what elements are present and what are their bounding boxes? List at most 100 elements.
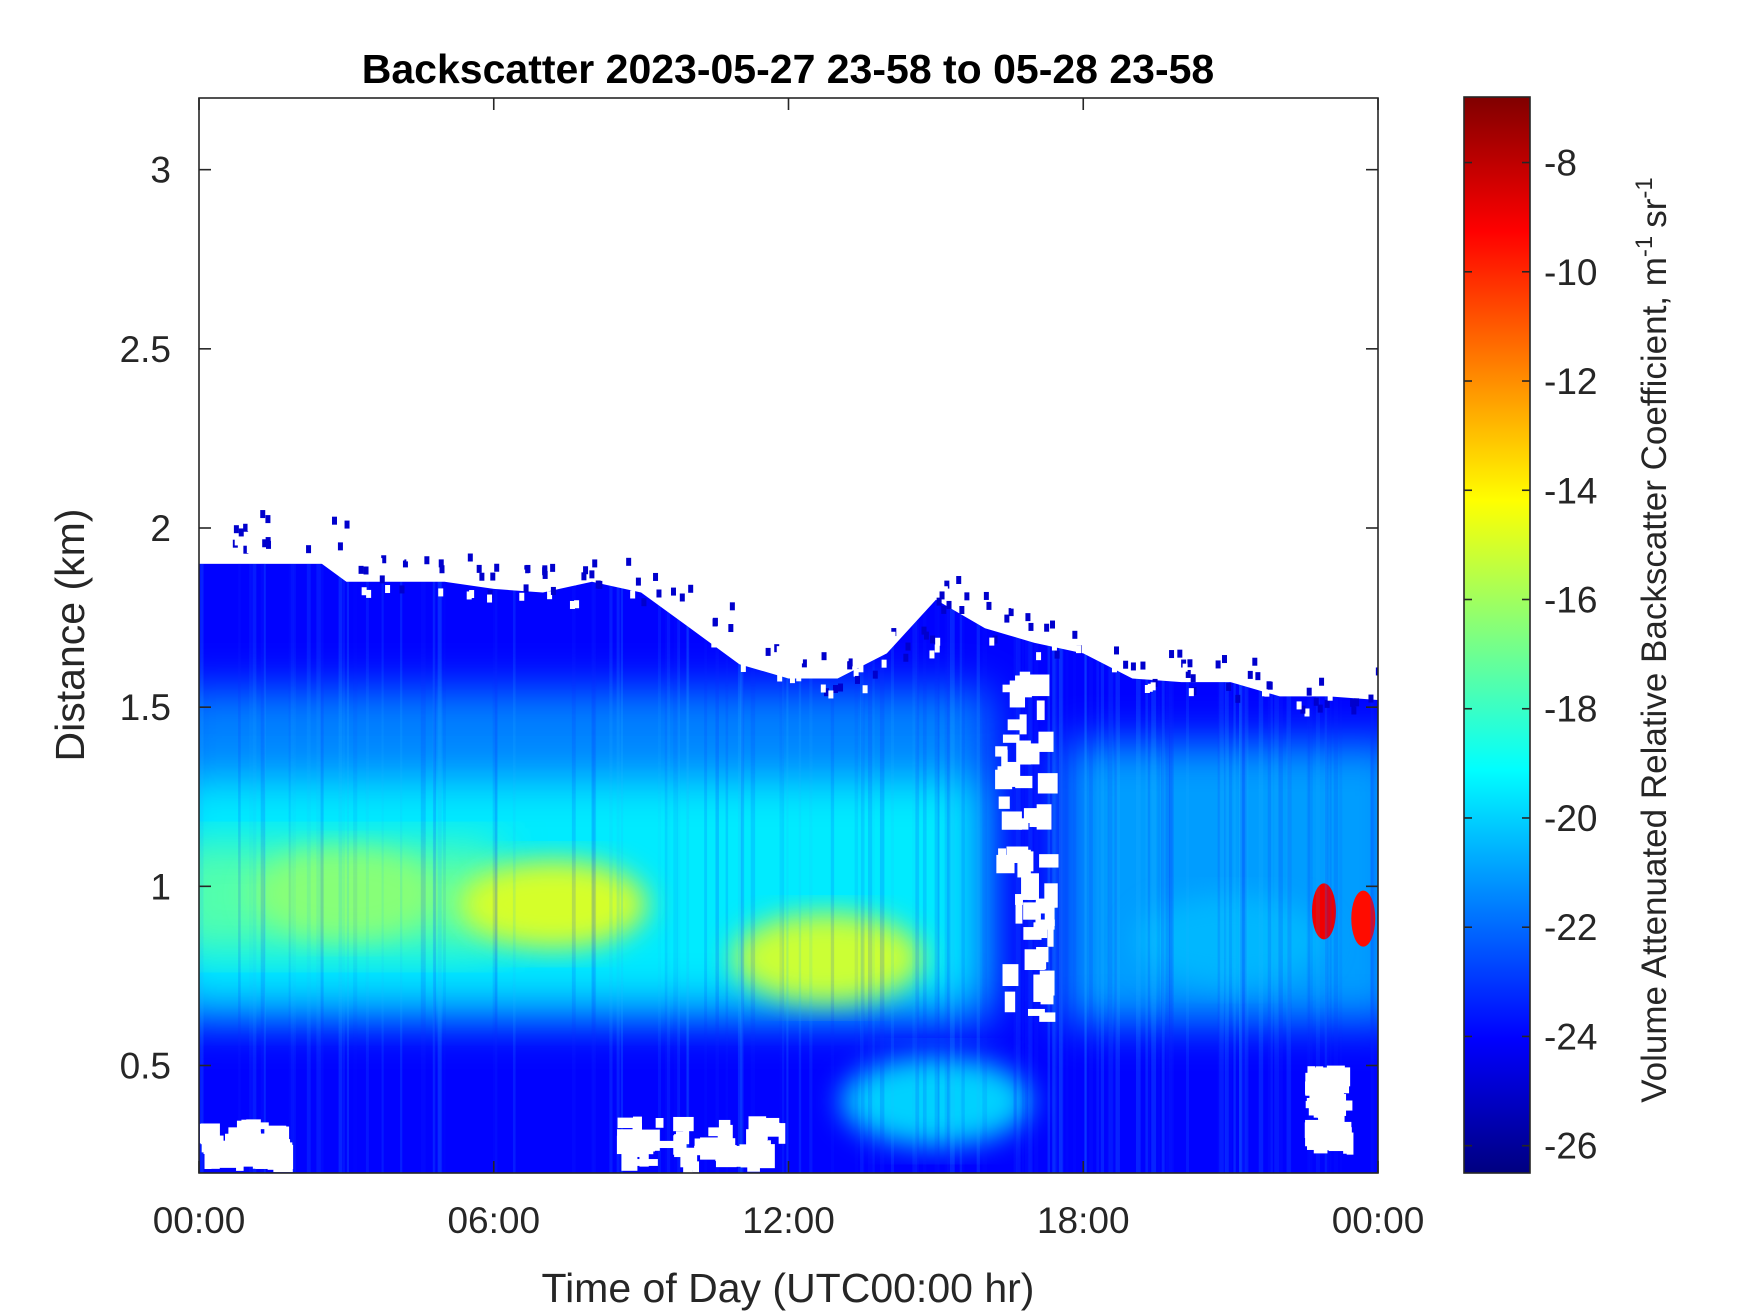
streak (1013, 563, 1017, 1173)
streak (798, 563, 802, 1173)
streak (1058, 563, 1063, 1173)
edge-speck (513, 571, 519, 580)
streak (437, 563, 442, 1173)
streak (859, 563, 864, 1173)
edge-speck (629, 575, 635, 584)
clear-gap-0 (1036, 700, 1045, 721)
streak (1224, 563, 1229, 1173)
edge-speck (1354, 698, 1360, 707)
streak (290, 563, 294, 1173)
streak (616, 563, 620, 1173)
streak (492, 563, 498, 1173)
edge-speck (1350, 698, 1356, 707)
edge-speck (487, 589, 493, 598)
edge-speck (243, 523, 249, 532)
streak (1240, 563, 1245, 1173)
colorbar-tick-label: -18 (1544, 689, 1597, 730)
clear-gap-0 (1015, 675, 1027, 689)
edge-speck (1025, 613, 1031, 622)
edge-speck (956, 576, 962, 585)
streak (741, 563, 745, 1173)
colorbar-tick-label: -26 (1544, 1126, 1597, 1167)
edge-speck (753, 651, 759, 660)
streak (512, 563, 516, 1173)
clear-gap-2 (199, 1123, 215, 1143)
edge-speck (1178, 672, 1184, 681)
edge-speck (402, 559, 408, 568)
edge-speck (763, 641, 769, 650)
streak (854, 563, 859, 1173)
edge-speck (406, 553, 412, 562)
clear-gap-0 (1033, 922, 1048, 939)
edge-speck (338, 532, 344, 541)
edge-speck (1051, 642, 1057, 651)
streak (725, 563, 729, 1173)
clear-gap-0 (1004, 991, 1016, 1013)
clear-gap-0 (1019, 818, 1029, 830)
clear-gap-0 (1002, 734, 1020, 743)
edge-speck (476, 564, 482, 573)
edge-speck (641, 579, 647, 588)
edge-speck (581, 572, 587, 581)
streak (779, 563, 785, 1173)
edge-speck (592, 559, 598, 568)
clear-gap-1 (694, 1138, 702, 1153)
aerosol-max-13h (732, 913, 923, 1003)
colorbar-label-exp-2: -1 (1631, 177, 1658, 198)
clear-gap-3 (1319, 1135, 1338, 1145)
x-axis-label: Time of Day (UTC00:00 hr) (542, 1265, 1035, 1311)
edge-speck (1193, 670, 1199, 679)
x-axis-ticks: 00:00 06:00 12:00 18:00 00:00 (153, 98, 1424, 1241)
streak (420, 563, 426, 1173)
edge-speck (1140, 661, 1146, 670)
clear-gap-0 (1027, 1008, 1045, 1016)
clear-gap-0 (995, 746, 1008, 757)
edge-speck (385, 585, 391, 594)
edge-speck (789, 675, 795, 684)
edge-speck (858, 664, 864, 673)
colorbar-label-exp-1: -1 (1631, 236, 1658, 257)
clear-gap-0 (1002, 964, 1019, 987)
edge-speck (550, 563, 556, 572)
edge-speck (687, 573, 693, 582)
edge-speck (711, 639, 717, 648)
edge-speck (1111, 664, 1117, 673)
edge-speck (550, 586, 556, 595)
edge-speck (1317, 704, 1323, 713)
edge-speck (999, 621, 1005, 630)
streak (922, 563, 927, 1173)
streak (1135, 563, 1141, 1173)
edge-speck (315, 519, 321, 528)
streak (879, 563, 885, 1173)
edge-speck (1342, 672, 1348, 681)
y-tick-label: 1.5 (120, 687, 171, 728)
streak (867, 563, 873, 1173)
edge-speck (1124, 641, 1130, 650)
edge-speck (751, 634, 757, 643)
edge-speck (571, 577, 577, 586)
edge-speck (777, 673, 783, 682)
edge-speck (366, 589, 372, 598)
streak (946, 563, 951, 1173)
streak (1151, 563, 1157, 1173)
edge-speck (740, 663, 746, 672)
edge-speck (1235, 694, 1241, 703)
edge-speck (494, 563, 500, 572)
edge-speck (1076, 645, 1082, 654)
edge-speck (711, 633, 717, 642)
edge-speck (1103, 636, 1109, 645)
clear-gaps (199, 671, 1354, 1173)
edge-speck (234, 537, 240, 546)
streak (949, 563, 955, 1173)
edge-speck (1332, 666, 1338, 675)
edge-speck (736, 617, 742, 626)
edge-speck (1028, 622, 1034, 631)
clear-gap-3 (1333, 1100, 1353, 1111)
evening-layer-21h (1135, 895, 1326, 986)
streak (252, 563, 257, 1173)
streak (959, 563, 963, 1173)
edge-speck (939, 591, 945, 600)
edge-speck (1266, 671, 1272, 680)
streak (1169, 563, 1174, 1173)
edge-speck (651, 581, 657, 590)
